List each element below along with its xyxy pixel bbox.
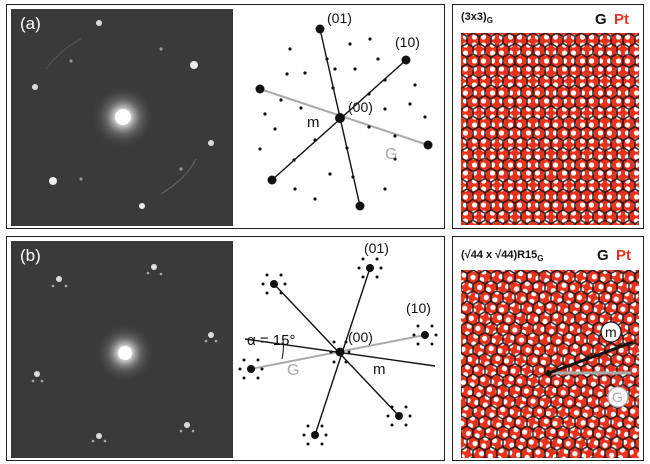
label-m-b: m [373,361,386,378]
label-10-a: (10) [395,34,420,50]
lattice-image-b: m G [461,270,639,458]
label-alpha-b: α = 15° [247,332,295,349]
label-10-b: (10) [406,300,431,316]
label-00-a: (00) [348,99,373,115]
lattice-title-b: (√44 x √44)R15G [461,249,544,264]
panel-b-label: (b) [20,246,41,265]
legend-g-a: G [595,11,607,28]
legend-pt-b: Pt [616,247,631,264]
legend-pt-a: Pt [614,11,629,28]
reciprocal-diagram-a: (01) (10) (00) m G [255,10,433,211]
lattice-title-a: (3x3)G [461,11,493,26]
reciprocal-diagram-b: (01) (10) (00) α = 15° G m [238,241,438,446]
leed-pattern-a [11,9,233,226]
leed-image-b [11,241,233,458]
leed-pattern-b [11,241,233,458]
legend-g-b: G [597,247,609,264]
lattice-image-a [461,33,639,225]
label-01-b: (01) [364,241,389,256]
label-g-a: G [385,146,397,163]
lattice-label-g-b: G [612,389,623,405]
panel-a-label: (a) [20,14,41,33]
leed-image-a [11,9,233,226]
label-g-b: G [287,362,299,379]
label-00-b: (00) [348,329,373,345]
lattice-label-m-b: m [605,324,617,340]
label-01-a: (01) [327,10,352,26]
label-m-a: m [307,114,320,131]
